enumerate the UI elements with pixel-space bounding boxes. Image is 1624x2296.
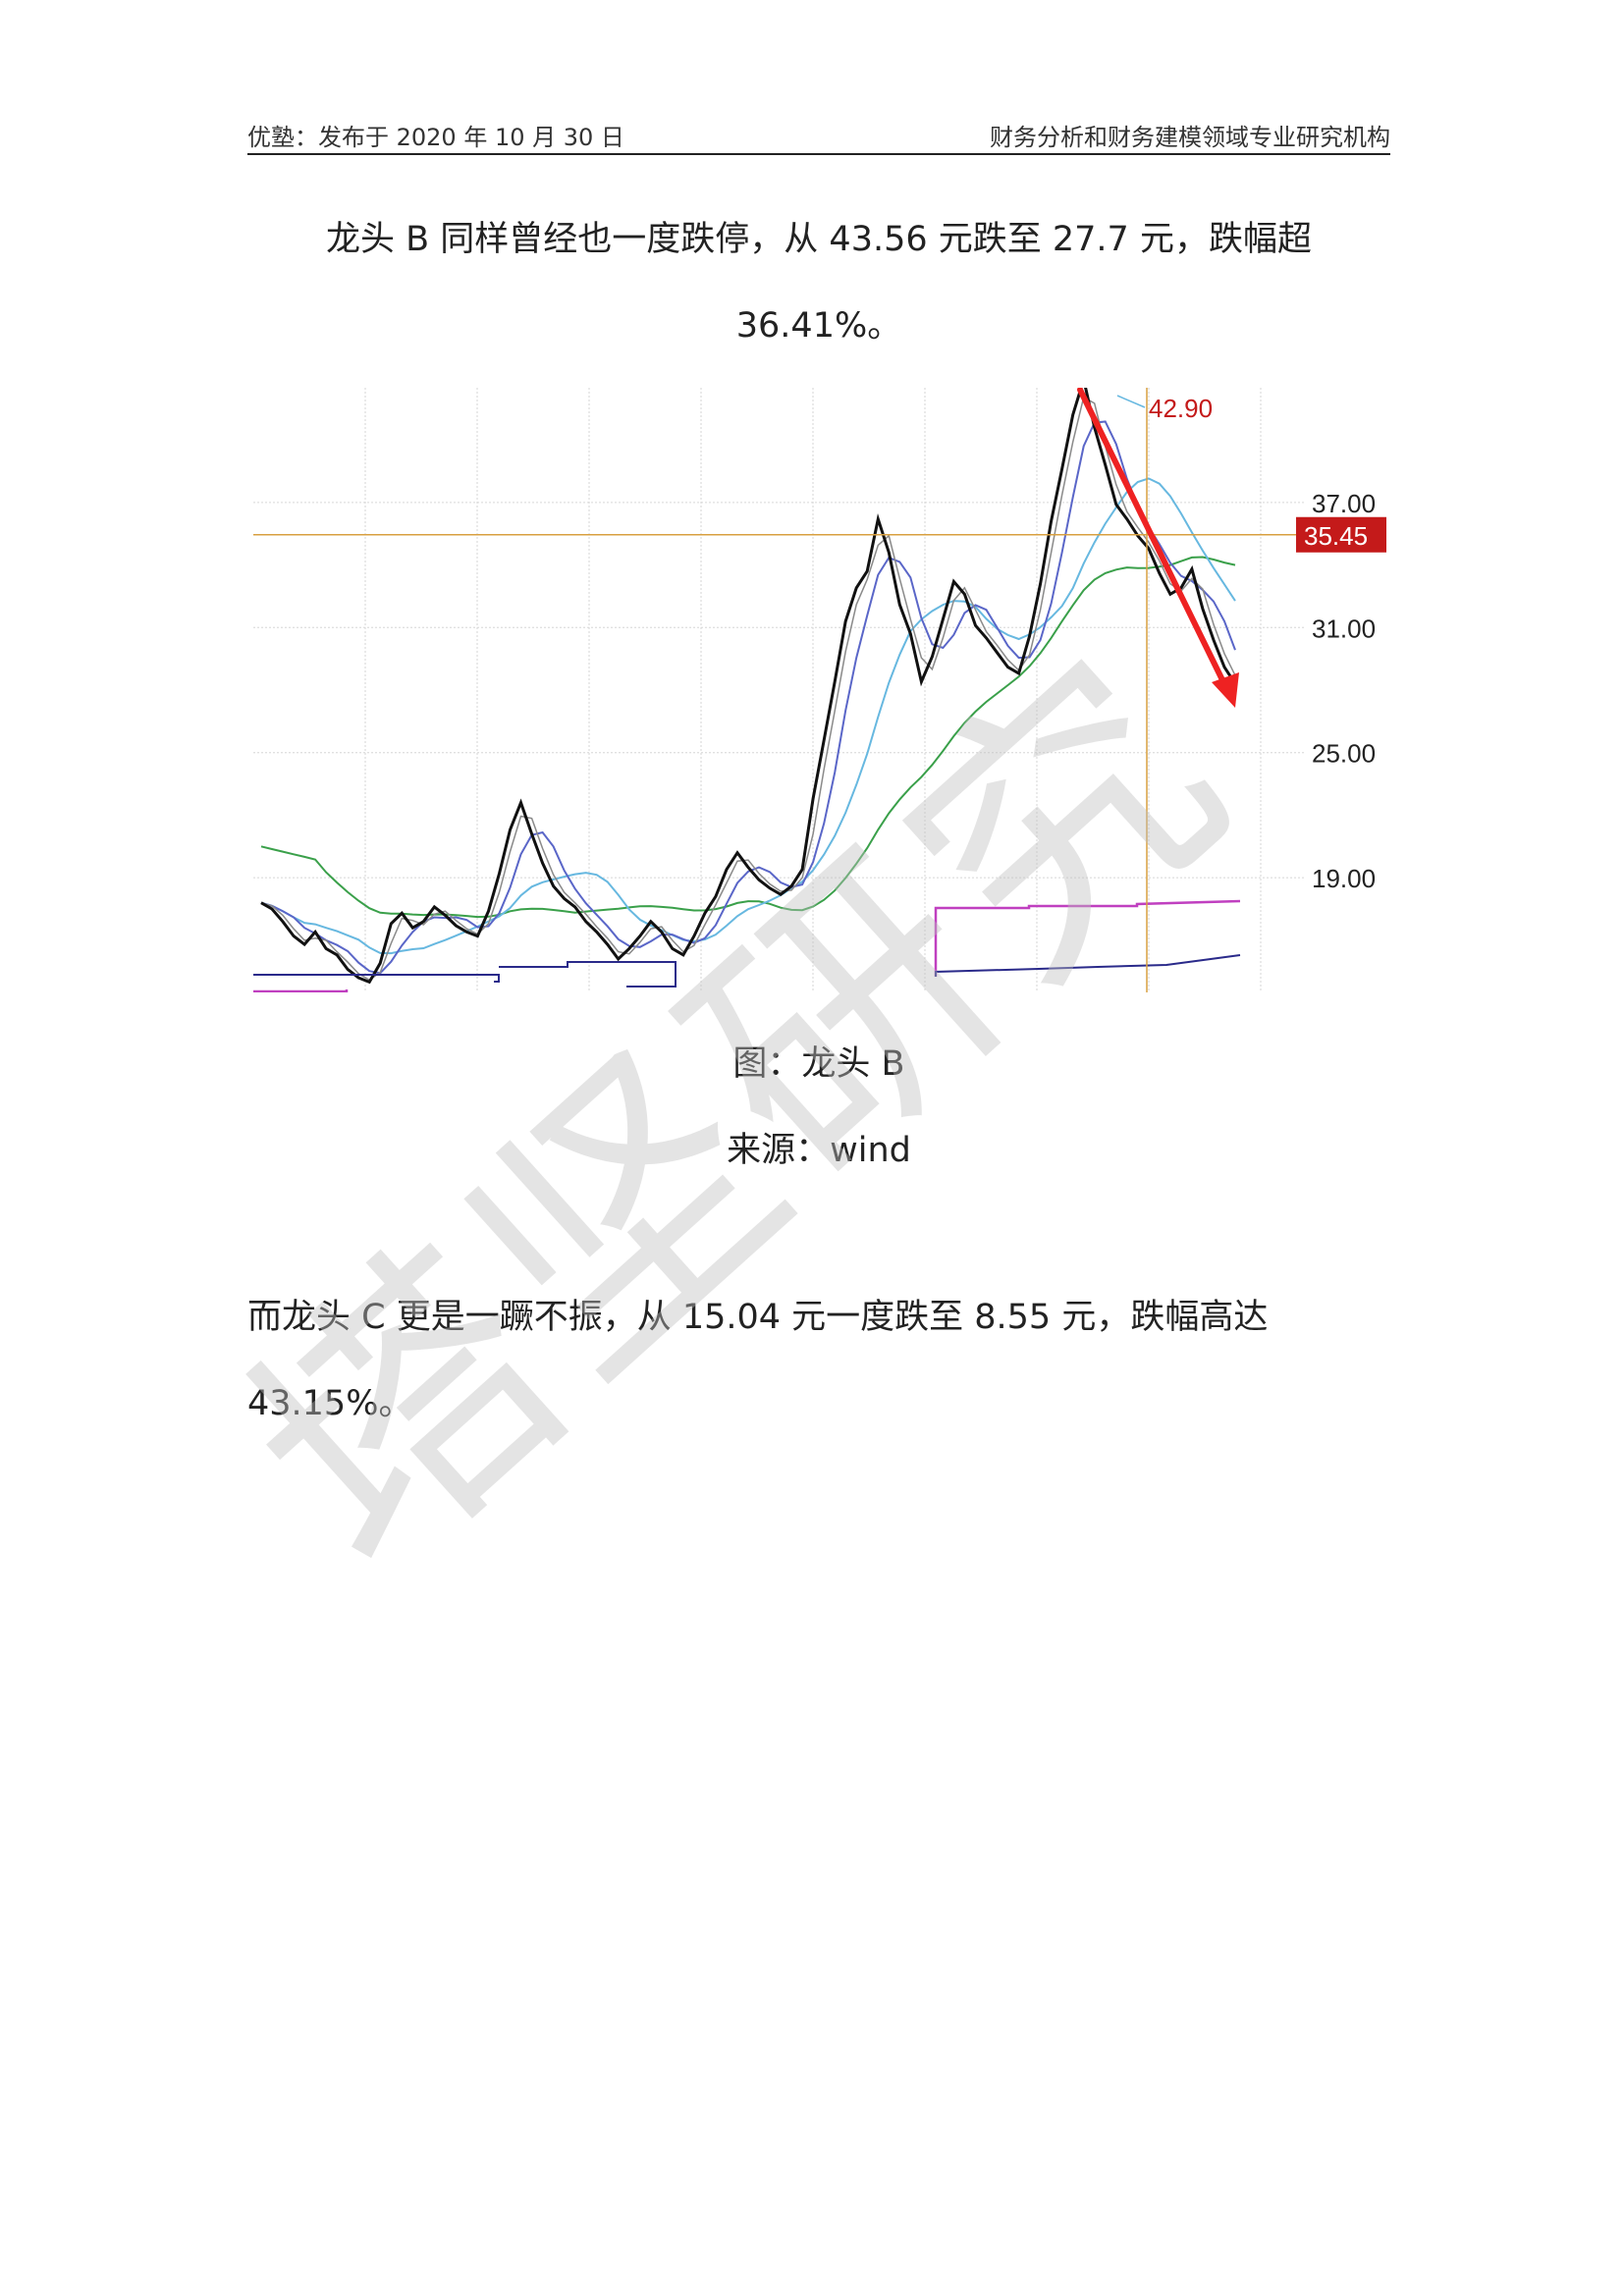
ma-short-line — [260, 420, 1236, 975]
paragraph-2-line-2: 43.15%。 — [247, 1384, 413, 1423]
price-line — [260, 388, 1237, 985]
ma-mid-line — [260, 477, 1236, 955]
chart-lines — [253, 388, 1241, 992]
ma-fast-line — [260, 396, 1236, 982]
header-org-tagline: 财务分析和财务建模领域专业研究机构 — [990, 124, 1390, 151]
figure-caption: 图：龙头 B — [732, 1044, 905, 1084]
indicator-purple-left — [253, 989, 349, 992]
y-tick-label: 19.00 — [1312, 864, 1376, 893]
trend-arrow-shaft — [1077, 388, 1230, 693]
current-price-label: 35.45 — [1304, 521, 1368, 551]
y-tick-label: 31.00 — [1312, 614, 1376, 643]
chart-ticks: 37.00 31.00 25.00 19.00 — [1312, 489, 1376, 893]
chart-grid — [253, 388, 1304, 992]
stock-chart: 37.00 31.00 25.00 19.00 35.45 42.90 — [253, 388, 1386, 992]
y-tick-label: 25.00 — [1312, 739, 1376, 769]
paragraph-1-line-1: 龙头 B 同样曾经也一度跌停，从 43.56 元跌至 27.7 元，跌幅超 — [326, 220, 1312, 259]
indicator-navy-mid — [499, 961, 677, 988]
chart-annotations: 35.45 42.90 — [253, 388, 1386, 992]
y-tick-label: 37.00 — [1312, 489, 1376, 518]
indicator-purple-right — [934, 899, 1241, 977]
peak-leader-line — [1116, 395, 1146, 408]
page-header: 优塾：发布于 2020 年 10 月 30 日 财务分析和财务建模领域专业研究机… — [247, 114, 1390, 155]
indicator-navy-left — [253, 974, 500, 983]
current-price-tag — [1296, 516, 1386, 553]
paragraph-1-line-2: 36.41%。 — [735, 306, 902, 346]
figure-source: 来源：wind — [727, 1131, 911, 1170]
paragraph-2-line-1: 而龙头 C 更是一蹶不振，从 15.04 元一度跌至 8.55 元，跌幅高达 — [247, 1298, 1269, 1337]
header-publish-date: 优塾：发布于 2020 年 10 月 30 日 — [247, 124, 624, 151]
trend-arrow-head — [1212, 672, 1239, 708]
ma-long-line — [260, 556, 1236, 919]
peak-price-label: 42.90 — [1149, 394, 1213, 423]
indicator-navy-right — [935, 954, 1241, 977]
